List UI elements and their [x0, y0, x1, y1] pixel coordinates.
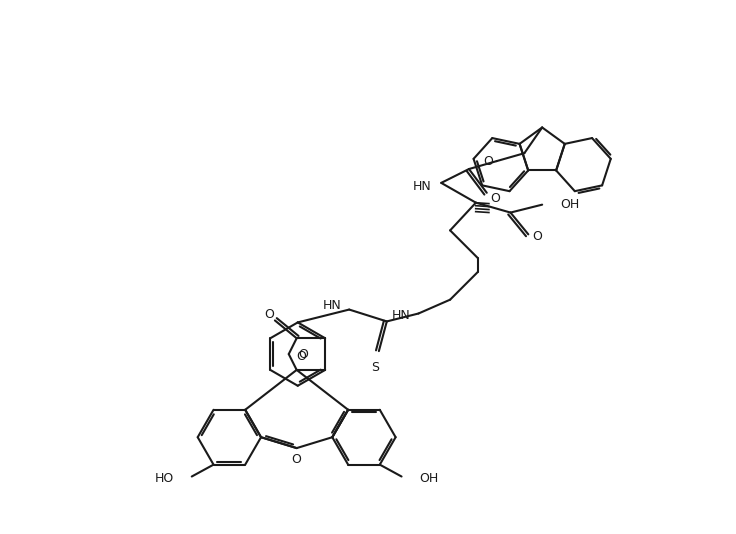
Text: O: O — [299, 348, 308, 360]
Text: OH: OH — [420, 472, 439, 485]
Text: HN: HN — [392, 309, 411, 322]
Text: O: O — [483, 155, 492, 168]
Text: O: O — [297, 350, 306, 363]
Text: O: O — [491, 192, 500, 205]
Text: HN: HN — [413, 180, 431, 193]
Text: S: S — [371, 361, 379, 374]
Text: OH: OH — [560, 198, 579, 211]
Text: HN: HN — [322, 299, 342, 312]
Text: O: O — [532, 230, 542, 243]
Text: HO: HO — [155, 472, 174, 485]
Text: O: O — [264, 308, 274, 321]
Text: O: O — [291, 453, 302, 467]
